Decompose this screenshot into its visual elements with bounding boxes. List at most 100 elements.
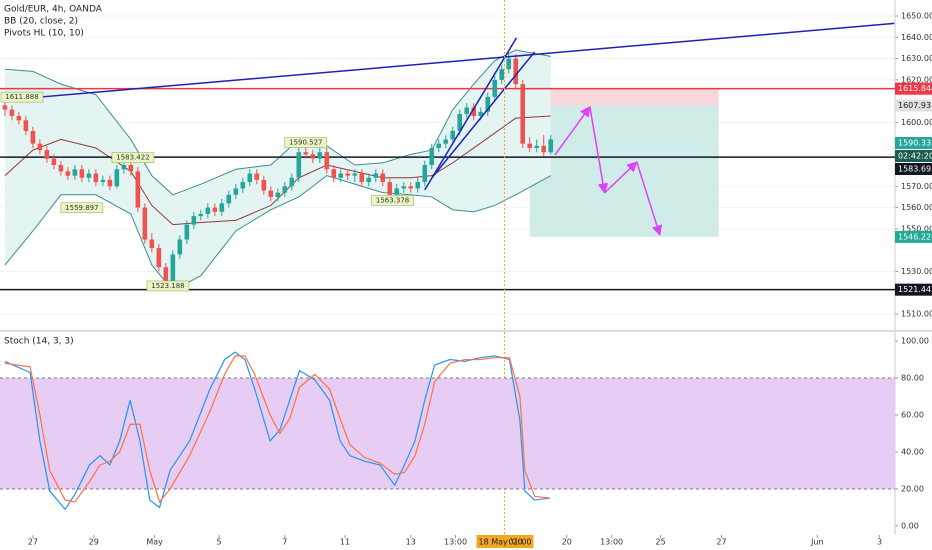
countdown-badge — [895, 149, 932, 162]
candle-body — [415, 182, 421, 189]
candle-body — [121, 165, 127, 170]
y-tick-label: 1620.000 — [901, 75, 932, 84]
candle-body — [436, 143, 442, 148]
candle-body — [156, 248, 162, 268]
price-badge — [895, 283, 932, 296]
candle-body — [366, 177, 372, 183]
pivot-box — [371, 195, 414, 206]
candle-body — [247, 173, 253, 183]
candle-body — [429, 147, 435, 165]
candle-body — [254, 173, 260, 180]
candle-body — [527, 143, 533, 148]
candle-body — [485, 96, 491, 112]
candle-body — [345, 173, 351, 176]
x-tick-label: May — [146, 538, 163, 547]
pivot-label: 1611.888 — [5, 93, 38, 101]
x-tick-label: Jun — [810, 538, 824, 547]
pivot-box — [284, 137, 328, 148]
candle-body — [548, 139, 554, 153]
candle-body — [464, 107, 470, 114]
candle-body — [478, 111, 484, 117]
y-tick-label: 1600.000 — [901, 118, 932, 127]
candle-body — [114, 169, 120, 187]
candle-body — [219, 203, 225, 212]
candle-body — [72, 169, 78, 176]
price-badge — [895, 162, 932, 175]
pivot-label: 1523.188 — [151, 282, 184, 290]
x-tick-label: 3 — [877, 538, 882, 547]
stoch-line — [4, 355, 551, 504]
forecast-arrow — [636, 161, 663, 237]
candle-body — [93, 173, 99, 183]
candle-body — [408, 186, 414, 189]
price-badge-label: 1521.442 — [898, 285, 932, 294]
x-tick-label: 5 — [216, 538, 221, 547]
candle-body — [541, 145, 547, 153]
candle-body — [37, 143, 43, 151]
price-badge-label: 1583.693 — [898, 164, 932, 173]
legend-item: Pivots HL (10, 10) — [4, 29, 84, 39]
price-badge-label: 1590.338 — [898, 138, 932, 147]
candle-body — [324, 152, 330, 170]
y-tick-label: 1640.000 — [901, 33, 932, 42]
candle-body — [380, 173, 386, 183]
candle-body — [205, 207, 211, 214]
candle-body — [534, 145, 540, 148]
forecast-arrow — [589, 106, 609, 194]
candle-body — [16, 116, 22, 121]
candle-body — [520, 84, 526, 144]
x-tick-label: 27 — [28, 538, 38, 547]
pivot-label: 1583.422 — [116, 154, 149, 162]
x-tick-label: 25 — [655, 538, 665, 547]
y-tick-label: 1560.000 — [901, 203, 932, 212]
candle-body — [212, 207, 218, 212]
candle-body — [387, 182, 393, 195]
candle-body — [422, 165, 428, 183]
pivot-box — [60, 202, 104, 214]
price-badge — [895, 82, 932, 95]
band-line — [4, 175, 551, 292]
price-badge-label: 1615.844 — [898, 84, 932, 93]
candle-body — [142, 207, 148, 240]
candle-body — [513, 58, 519, 85]
candle-body — [2, 105, 8, 110]
chart-title: Gold/EUR, 4h, OANDA — [4, 5, 103, 15]
pivot-box — [111, 152, 155, 163]
pivot-label: 1559.897 — [65, 204, 98, 212]
stoch-band — [0, 378, 895, 489]
band-fill — [4, 50, 551, 291]
candle-body — [107, 179, 113, 187]
candle-body — [149, 239, 155, 249]
candle-body — [338, 173, 344, 178]
y-tick-label: 60.00 — [901, 411, 924, 420]
candle-body — [184, 224, 190, 240]
candle-body — [100, 179, 106, 183]
countdown-label: 02:42:20 — [898, 151, 932, 160]
chart-title: Stoch (14, 3, 3) — [4, 337, 74, 347]
candle-body — [135, 171, 141, 208]
candle-body — [471, 107, 477, 117]
y-tick-label: 1630.000 — [901, 54, 932, 63]
candle-body — [261, 179, 267, 191]
y-tick-label: 80.00 — [901, 374, 924, 383]
candle-body — [58, 165, 64, 172]
trendline — [431, 51, 536, 179]
y-tick-label: 20.00 — [901, 484, 924, 493]
y-tick-label: 1510.000 — [901, 310, 932, 319]
pivot-label: 1590.527 — [289, 139, 322, 147]
candle-body — [506, 58, 512, 70]
candle-body — [30, 130, 36, 144]
candle-body — [9, 109, 15, 117]
target-zone — [529, 105, 719, 237]
candle-body — [359, 173, 365, 183]
stop-zone — [529, 88, 719, 106]
candle-body — [170, 254, 176, 283]
candle-body — [289, 177, 295, 187]
candle-body — [296, 152, 302, 178]
candle-body — [233, 188, 239, 195]
price-badge — [895, 136, 932, 149]
candle-body — [79, 169, 85, 178]
forecast-arrow — [554, 106, 591, 156]
candle-body — [275, 192, 281, 197]
